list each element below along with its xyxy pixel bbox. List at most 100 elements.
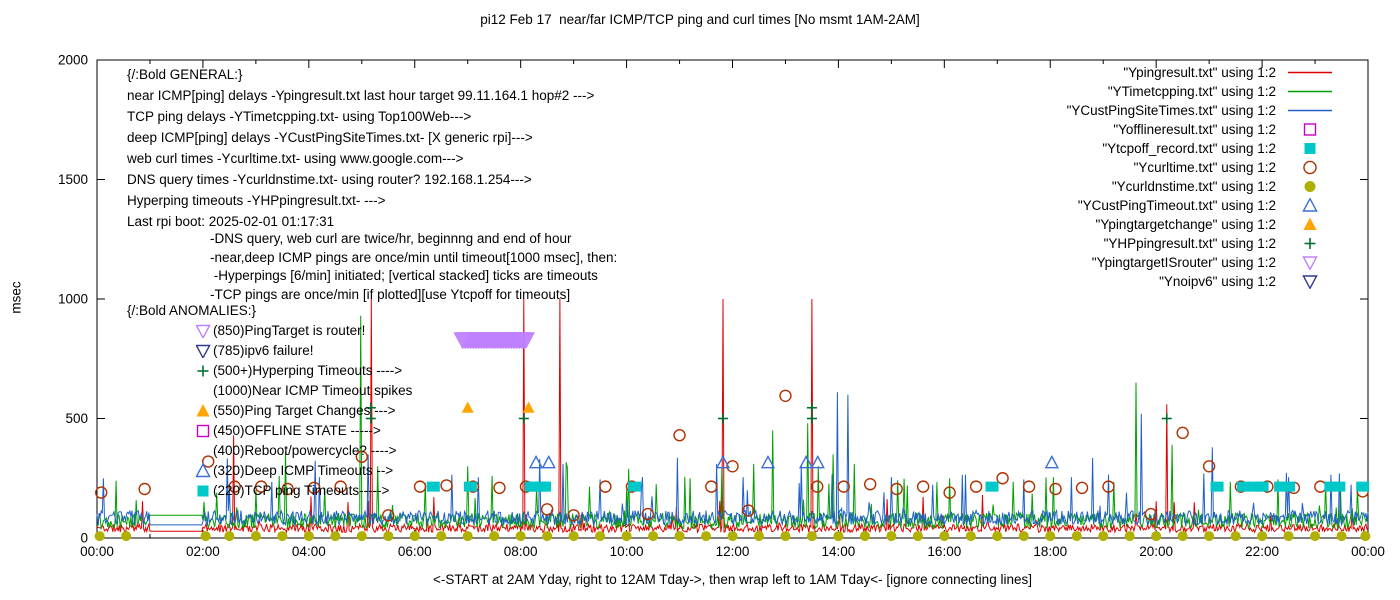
chart-title: pi12 Feb 17 near/far ICMP/TCP ping and c…	[480, 12, 920, 27]
legend-sample-triangle-up-filled-icon	[1303, 217, 1317, 230]
marker-series-deep-icmp-timeouts	[528, 455, 1060, 469]
anomaly-square-filled-icon	[197, 485, 209, 496]
general-line: Hyperping timeouts -YHPpingresult.txt- -…	[127, 193, 386, 208]
x-tick-label: 20:00	[1139, 544, 1173, 559]
anomaly-text: (850)PingTarget is router!	[213, 322, 366, 338]
anomaly-item: (450)OFFLINE STATE ----->	[196, 420, 412, 440]
anomaly-triangle-up-open-icon	[196, 462, 211, 477]
legend-sample-plus-icon	[1304, 238, 1316, 249]
general-annotation-notes: -DNS query, web curl are twice/hr, begin…	[210, 230, 617, 304]
y-tick-label: 1000	[58, 292, 88, 307]
y-axis-label: msec	[8, 281, 24, 314]
legend-label: "Ynoipv6" using 1:2	[1159, 274, 1276, 289]
anomaly-triangle-up-filled-icon	[196, 403, 210, 416]
legend-label: "YCustPingTimeout.txt" using 1:2	[1077, 198, 1276, 213]
general-line: web curl times -Ycurltime.txt- using www…	[127, 151, 464, 166]
x-tick-label: 04:00	[292, 544, 326, 559]
y-tick-label: 2000	[58, 53, 88, 68]
anomaly-text: (450)OFFLINE STATE ----->	[213, 422, 381, 438]
x-axis-label: <-START at 2AM Yday, right to 12AM Tday-…	[433, 572, 1032, 587]
legend-entry: "YTimetcpping.txt" using 1:2	[1067, 82, 1334, 101]
x-tick-label: 08:00	[504, 544, 538, 559]
anomaly-text: (785)ipv6 failure!	[213, 342, 314, 358]
anomaly-item: (1000)Near ICMP Timeout spikes	[196, 380, 412, 400]
anomaly-no-icon	[196, 443, 213, 458]
anomaly-item: (550)Ping Target Changes --->	[196, 400, 412, 420]
x-tick-label: 00:00	[1351, 544, 1385, 559]
legend-label: "YCustPingSiteTimes.txt" using 1:2	[1066, 103, 1276, 118]
general-line: deep ICMP[ping] delays -YCustPingSiteTim…	[127, 130, 533, 145]
anomaly-text: (1000)Near ICMP Timeout spikes	[213, 382, 413, 398]
anomaly-item: (785)ipv6 failure!	[196, 340, 412, 360]
x-tick-label: 14:00	[822, 544, 856, 559]
marker-series-dns-query-times	[94, 531, 1371, 542]
x-tick-label: 00:00	[80, 544, 114, 559]
legend-sample-square-open-icon	[1303, 123, 1317, 136]
x-tick-label: 16:00	[927, 544, 961, 559]
legend-sample-line-icon	[1288, 71, 1332, 74]
anomaly-item: (320)Deep ICMP Timeouts -->	[196, 460, 412, 480]
anomaly-triangle-down-open-icon	[196, 344, 211, 358]
anomalies-header: {/:Bold ANOMALIES:}	[127, 303, 257, 318]
anomalies-annotations: (850)PingTarget is router! (785)ipv6 fail…	[196, 320, 412, 500]
legend-entry: "Ytcpoff_record.txt" using 1:2	[1067, 139, 1334, 158]
y-tick-label: 500	[65, 411, 88, 426]
anomaly-text: (550)Ping Target Changes --->	[213, 402, 396, 418]
legend-label: "YTimetcpping.txt" using 1:2	[1107, 84, 1276, 99]
legend-sample-triangle-down-open-icon	[1302, 275, 1318, 289]
legend-label: "Ypingresult.txt" using 1:2	[1123, 65, 1276, 80]
anomaly-no-icon	[196, 383, 213, 398]
legend-entry: "Yofflineresult.txt" using 1:2	[1067, 120, 1334, 139]
x-tick-label: 22:00	[1245, 544, 1279, 559]
general-note-line: -TCP pings are once/min [if plotted][use…	[210, 286, 571, 302]
legend-sample-line-icon	[1288, 90, 1332, 93]
general-annotations: {/:Bold GENERAL:} near ICMP[ping] delays …	[127, 64, 594, 232]
legend-entry: "YCustPingTimeout.txt" using 1:2	[1067, 196, 1334, 215]
legend-label: "Ycurldnstime.txt" using 1:2	[1111, 179, 1276, 194]
legend-sample-square-filled-icon	[1304, 143, 1316, 154]
legend-entry: "Ypingtargetchange" using 1:2	[1067, 215, 1334, 234]
axis-ticks: 0 500 1000 1500 2000 00:00 02:00 04:00 06:00 08:0…	[58, 53, 1385, 560]
general-note-line: -near,deep ICMP pings are once/min until…	[210, 249, 618, 265]
marker-series-ping-target-changes	[461, 401, 535, 413]
x-tick-label: 02:00	[186, 544, 220, 559]
marker-series-web-curl-times	[95, 389, 1369, 522]
legend: "Ypingresult.txt" using 1:2 "YTimetcpping…	[1067, 63, 1334, 291]
legend-entry: "YHPpingresult.txt" using 1:2	[1067, 234, 1334, 253]
legend-entry: "Ypingresult.txt" using 1:2	[1067, 63, 1334, 82]
legend-sample-line-icon	[1288, 109, 1332, 112]
general-line: DNS query times -Ycurldnstime.txt- using…	[127, 172, 532, 187]
x-tick-label: 06:00	[398, 544, 432, 559]
legend-sample-circle-open-icon	[1303, 160, 1317, 175]
legend-entry: "Ycurldnstime.txt" using 1:2	[1067, 177, 1334, 196]
legend-label: "Ycurltime.txt" using 1:2	[1133, 160, 1276, 175]
anomaly-triangle-down-open-icon	[196, 324, 211, 338]
y-tick-label: 0	[80, 531, 88, 546]
legend-entry: "Ycurltime.txt" using 1:2	[1067, 158, 1334, 177]
x-tick-label: 18:00	[1033, 544, 1067, 559]
anomaly-item: (220)TCP ping Timeouts----->	[196, 480, 412, 500]
general-note-line: -Hyperpings [6/min] initiated; [vertical…	[210, 268, 598, 283]
anomaly-text: (220)TCP ping Timeouts----->	[213, 482, 390, 498]
marker-series-hyperping-timeouts	[365, 402, 1172, 424]
anomaly-item: (500+)Hyperping Timeouts ---->	[196, 360, 412, 380]
x-tick-label: 12:00	[716, 544, 750, 559]
anomaly-square-open-icon	[196, 424, 210, 437]
legend-label: "Ypingtargetchange" using 1:2	[1095, 217, 1276, 232]
legend-label: "YpingtargetISrouter" using 1:2	[1091, 255, 1276, 270]
legend-sample-circle-filled-icon	[1304, 181, 1316, 192]
anomaly-item: (400)Reboot/powercycle? ---->	[196, 440, 412, 460]
legend-label: "YHPpingresult.txt" using 1:2	[1103, 236, 1276, 251]
legend-entry: "Ynoipv6" using 1:2	[1067, 272, 1334, 291]
general-note-line: -DNS query, web curl are twice/hr, begin…	[210, 231, 572, 246]
legend-label: "Yofflineresult.txt" using 1:2	[1113, 122, 1276, 137]
anomaly-item: (850)PingTarget is router!	[196, 320, 412, 340]
anomaly-plus-icon	[197, 365, 209, 376]
anomaly-text: (320)Deep ICMP Timeouts -->	[213, 462, 394, 478]
anomaly-text: (400)Reboot/powercycle? ---->	[213, 442, 397, 458]
legend-entry: "YCustPingSiteTimes.txt" using 1:2	[1067, 101, 1334, 120]
marker-series-pingtarget-is-router	[453, 332, 535, 350]
general-line: {/:Bold GENERAL:}	[127, 67, 243, 82]
